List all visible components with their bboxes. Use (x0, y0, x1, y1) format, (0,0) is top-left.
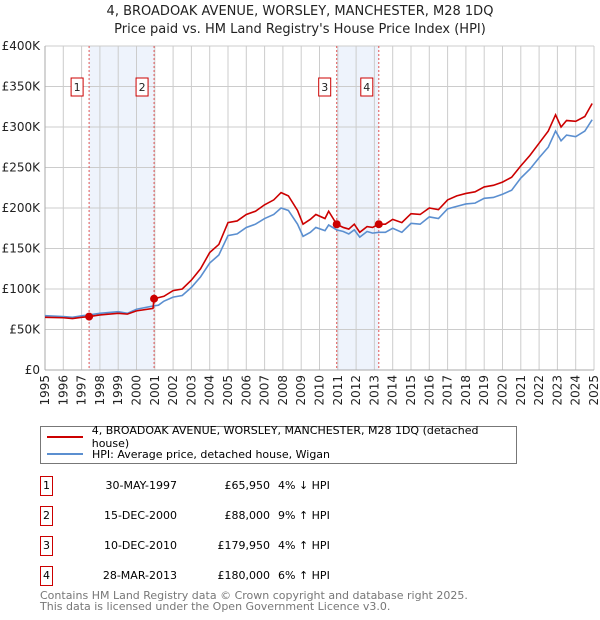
y-tick-label: £300K (2, 120, 42, 134)
hpi-series-line (44, 119, 593, 319)
x-tick-label: 2023 (550, 375, 564, 406)
legend-item-property: 4, BROADOAK AVENUE, WORSLEY, MANCHESTER,… (41, 424, 516, 450)
y-tick-label: £150K (2, 242, 42, 256)
x-tick-label: 2004 (203, 375, 217, 406)
x-tick-label: 2016 (422, 375, 436, 406)
transaction-label: 1 (74, 81, 81, 94)
y-tick-label: £350K (2, 80, 42, 94)
x-tick-label: 2012 (349, 375, 363, 406)
x-tick-label: 2025 (587, 375, 600, 406)
x-tick-label: 1997 (75, 375, 89, 406)
x-tick-label: 2003 (184, 375, 198, 406)
legend-label-hpi: HPI: Average price, detached house, Wiga… (92, 447, 331, 461)
price-chart: 1995 1996 1997 1998 1999 2000 2001 2002 2003 2004… (2, 39, 600, 406)
legend-item-hpi: HPI: Average price, detached house, Wiga… (41, 446, 330, 462)
transaction-price: £88,000 (224, 509, 271, 522)
transaction-price: £180,000 (217, 569, 271, 582)
y-tick-label: £0 (25, 363, 40, 377)
x-tick-label: 2001 (148, 375, 162, 406)
x-tick-label: 2024 (569, 375, 583, 406)
legend: 4, BROADOAK AVENUE, WORSLEY, MANCHESTER,… (40, 424, 517, 464)
transaction-price: £65,950 (224, 479, 271, 492)
transaction-number: 1 (40, 476, 53, 496)
transaction-date: 10-DEC-2010 (103, 539, 177, 552)
x-tick-label: 2006 (239, 375, 253, 406)
x-tick-label: 2019 (477, 375, 491, 406)
transaction-point (150, 294, 159, 303)
y-tick-label: £50K (9, 323, 41, 337)
transaction-label-box (135, 77, 149, 97)
x-tick-label: 1995 (38, 375, 52, 406)
x-tick-label: 1996 (56, 375, 70, 406)
transaction-number: 3 (40, 536, 53, 556)
transaction-label-box (318, 77, 332, 97)
transaction-label: 3 (321, 81, 328, 94)
x-tick-label: 2022 (532, 375, 546, 406)
legend-label-property: 4, BROADOAK AVENUE, WORSLEY, MANCHESTER,… (91, 424, 479, 450)
x-tick-label: 2000 (130, 375, 144, 406)
transaction-point (374, 220, 383, 229)
x-tick-label: 2013 (367, 375, 381, 406)
y-tick-label: £400K (2, 39, 42, 53)
transaction-number: 4 (40, 566, 53, 586)
transaction-label-box (70, 77, 84, 97)
transaction-hpi-diff: 4% ↑ HPI (278, 539, 330, 552)
x-tick-label: 2010 (313, 375, 327, 406)
transaction-date: 30-MAY-1997 (105, 479, 177, 492)
transaction-label: 2 (139, 81, 146, 94)
x-tick-label: 2007 (258, 375, 272, 406)
transaction-point (85, 312, 94, 321)
transaction-date: 28-MAR-2013 (102, 569, 177, 582)
x-tick-label: 2011 (331, 375, 345, 406)
footer-copyright: Contains HM Land Registry data © Crown c… (40, 589, 468, 602)
x-tick-label: 2014 (386, 375, 400, 406)
transaction-price: £179,950 (217, 539, 271, 552)
transaction-number: 2 (40, 506, 53, 526)
x-tick-label: 2015 (404, 375, 418, 406)
x-tick-label: 2009 (294, 375, 308, 406)
x-tick-label: 2008 (276, 375, 290, 406)
y-tick-label: £100K (2, 282, 42, 296)
x-tick-label: 1998 (93, 375, 107, 406)
x-tick-label: 2021 (514, 375, 528, 406)
x-tick-label: 2005 (221, 375, 235, 406)
transaction-date: 15-DEC-2000 (103, 509, 177, 522)
transaction-hpi-diff: 6% ↑ HPI (278, 569, 330, 582)
transaction-row: 2 15-DEC-2000 £88,000 9% ↑ HPI (40, 506, 540, 526)
transaction-row: 3 10-DEC-2010 £179,950 4% ↑ HPI (40, 536, 540, 556)
y-tick-label: £250K (2, 161, 42, 175)
transaction-row: 4 28-MAR-2013 £180,000 6% ↑ HPI (40, 566, 540, 586)
transaction-point (332, 220, 341, 229)
legend-swatch-hpi (47, 453, 83, 455)
y-tick-label: £200K (2, 201, 42, 215)
x-tick-label: 2018 (459, 375, 473, 406)
transaction-label-box (360, 77, 374, 97)
x-tick-label: 2002 (166, 375, 180, 406)
x-tick-label: 1999 (111, 375, 125, 406)
transaction-hpi-diff: 9% ↑ HPI (278, 509, 330, 522)
chart-subtitle: Price paid vs. HM Land Registry's House … (114, 22, 486, 37)
x-tick-label: 2020 (496, 375, 510, 406)
x-tick-label: 2017 (441, 375, 455, 406)
transaction-label: 4 (363, 81, 370, 94)
chart-title: 4, BROADOAK AVENUE, WORSLEY, MANCHESTER,… (106, 4, 494, 19)
footer: Contains HM Land Registry data © Crown c… (40, 590, 468, 612)
legend-swatch-property (47, 436, 83, 438)
transaction-row: 1 30-MAY-1997 £65,950 4% ↓ HPI (40, 476, 540, 496)
transaction-hpi-diff: 4% ↓ HPI (278, 479, 330, 492)
footer-licence: This data is licensed under the Open Gov… (40, 600, 391, 613)
